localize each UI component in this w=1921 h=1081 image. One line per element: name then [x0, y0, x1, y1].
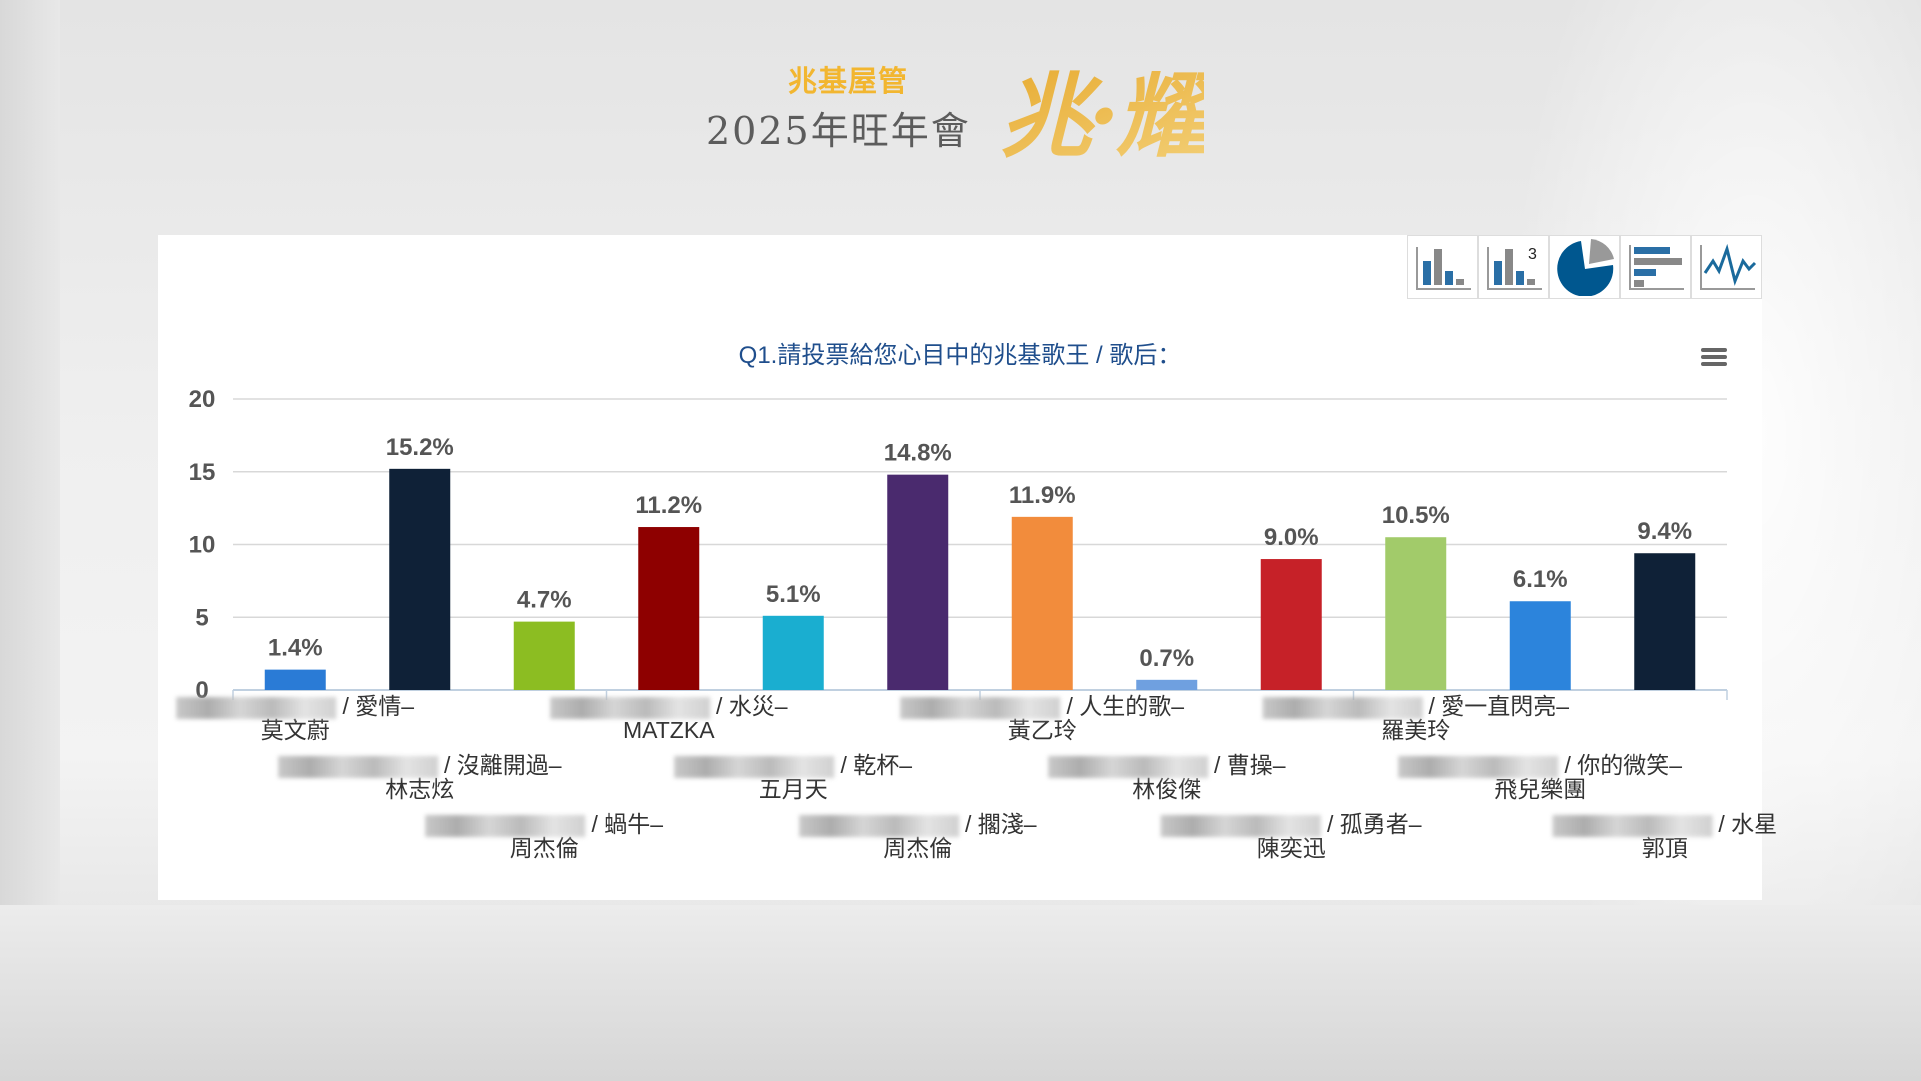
song-title: / 沒離開過–: [443, 752, 562, 778]
song-title: / 蝸牛–: [591, 811, 664, 837]
redacted-text: [1160, 814, 1321, 837]
redacted-text: [1552, 814, 1713, 837]
bar: [513, 621, 575, 690]
song-title: / 水災–: [715, 693, 788, 719]
line-chart-button[interactable]: [1691, 235, 1762, 299]
x-axis-label: / 蝸牛– 周杰倫: [425, 813, 663, 859]
bar: [887, 474, 949, 690]
x-axis-label: / 水星郭頂: [1552, 813, 1777, 859]
song-title: / 孤勇者–: [1326, 811, 1422, 837]
artist-name: 陳奕迅: [1256, 834, 1326, 861]
redacted-text: [549, 696, 710, 719]
data-label: 6.1%: [1513, 566, 1568, 593]
song-title: / 人生的歌–: [1066, 693, 1185, 719]
pie-chart-button[interactable]: [1549, 235, 1620, 299]
song-title: / 你的微笑–: [1564, 752, 1683, 778]
bar: [762, 615, 824, 690]
x-axis-label: / 愛情– 莫文蔚: [176, 695, 414, 741]
redacted-text: [1262, 696, 1423, 719]
x-axis-label: / 人生的歌– 黃乙玲: [900, 695, 1184, 741]
chart-title: Q1.請投票給您心目中的兆基歌王 / 歌后：: [738, 342, 1182, 369]
bar: [1260, 559, 1322, 690]
artist-name: 五月天: [758, 775, 828, 802]
bar: [264, 669, 326, 690]
data-label: 14.8%: [884, 440, 952, 467]
horizontal-bar-chart-button[interactable]: [1620, 235, 1691, 299]
chart-menu-button[interactable]: [1701, 345, 1727, 369]
y-tick-label: 10: [189, 532, 216, 559]
background-wall: [0, 0, 60, 1081]
artist-name: 黃乙玲: [1007, 716, 1077, 743]
top3-badge: 3: [1528, 246, 1537, 263]
x-axis-label: / 水災– MATZKA: [549, 693, 788, 743]
bar: [638, 527, 700, 690]
data-label: 9.0%: [1264, 524, 1319, 551]
data-label: 10.5%: [1382, 502, 1450, 529]
redacted-text: [798, 814, 959, 837]
song-title: / 愛情–: [342, 693, 415, 719]
artist-name: 羅美玲: [1381, 716, 1451, 743]
pie-chart-icon: [1556, 239, 1614, 296]
line-chart-icon: [1699, 243, 1756, 290]
redacted-text: [425, 814, 586, 837]
horizontal-bar-chart-icon: [1628, 245, 1684, 290]
x-axis-label: / 你的微笑– 飛兒樂團: [1398, 754, 1682, 800]
song-title: / 愛一直閃亮–: [1428, 693, 1570, 719]
bar-chart-top3-icon: 3: [1486, 246, 1542, 290]
bar: [1634, 553, 1696, 690]
x-axis-label: / 孤勇者– 陳奕迅: [1160, 811, 1422, 861]
bar: [389, 468, 451, 690]
redacted-text: [1047, 755, 1208, 778]
data-label: 9.4%: [1637, 518, 1692, 545]
x-axis-label: / 乾杯– 五月天: [674, 754, 912, 800]
chart-type-toolbar: 3: [1407, 235, 1762, 299]
bar: [1385, 537, 1447, 690]
bar-chart-button[interactable]: [1407, 235, 1478, 299]
data-label: 15.2%: [386, 434, 454, 461]
artist-name: MATZKA: [622, 716, 715, 743]
bar-chart-icon: [1415, 247, 1471, 290]
x-axis-label: / 愛一直閃亮– 羅美玲: [1262, 695, 1569, 741]
bar: [1136, 679, 1198, 690]
redacted-text: [277, 755, 438, 778]
artist-name: 莫文蔚: [260, 716, 330, 743]
artist-name: 郭頂: [1641, 834, 1688, 861]
data-label: 0.7%: [1139, 645, 1194, 672]
song-title: / 擱淺–: [964, 811, 1037, 837]
data-label: 5.1%: [766, 581, 821, 608]
artist-name: 周杰倫: [883, 834, 953, 861]
data-label: 4.7%: [517, 587, 572, 614]
bar: [1509, 601, 1571, 690]
song-title: / 曹操–: [1213, 752, 1286, 778]
song-title: / 水星: [1718, 811, 1778, 837]
top3-bar-chart-button[interactable]: 3: [1478, 235, 1549, 299]
bar: [1011, 516, 1073, 690]
y-tick-label: 5: [195, 604, 208, 631]
x-axis-label: / 沒離開過– 林志炫: [277, 752, 562, 802]
artist-name: 飛兒樂團: [1494, 775, 1587, 802]
background-floor: [0, 905, 1921, 1081]
song-title: / 乾杯–: [840, 752, 913, 778]
event-title: 2025年旺年會: [706, 109, 971, 153]
bar-chart: 051015201.4%15.2%4.7%11.2%5.1%14.8%11.9%…: [189, 386, 1728, 704]
event-logo: 兆·耀: [1000, 42, 1208, 175]
artist-name: 林志炫: [385, 775, 455, 802]
y-tick-label: 20: [189, 386, 216, 413]
redacted-text: [674, 755, 835, 778]
x-axis-label: / 擱淺– 周杰倫: [798, 811, 1037, 861]
redacted-text: [176, 696, 337, 719]
data-label: 1.4%: [268, 635, 323, 662]
artist-name: 林俊傑: [1132, 775, 1202, 802]
data-label: 11.9%: [1009, 482, 1076, 509]
y-tick-label: 15: [189, 459, 216, 486]
redacted-text: [1398, 755, 1559, 778]
redacted-text: [900, 696, 1061, 719]
x-axis-label: / 曹操– 林俊傑: [1047, 752, 1286, 802]
brand-name: 兆基屋管: [788, 66, 909, 98]
data-label: 11.2%: [635, 492, 702, 519]
artist-name: 周杰倫: [509, 834, 579, 861]
chart-card: 0 5 10 15 20 1.4% 15.2% 4.7% 11.2% 5.1% 14.8% 11.9%…: [158, 235, 1777, 900]
